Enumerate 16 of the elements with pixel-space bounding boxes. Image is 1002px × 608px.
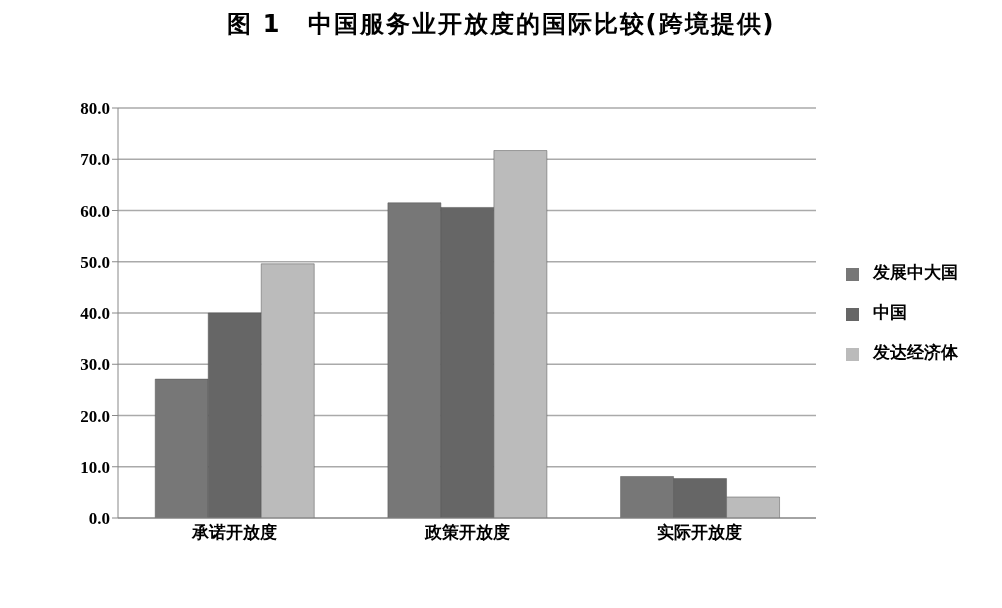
y-tick-label: 20.0 (80, 406, 110, 426)
y-tick-label: 0.0 (88, 509, 110, 529)
x-tick-label: 实际开放度 (657, 523, 743, 543)
y-tick-label: 10.0 (80, 457, 110, 477)
y-tick-label: 70.0 (80, 150, 110, 170)
x-tick-label: 政策开放度 (423, 523, 510, 543)
y-tick-label: 40.0 (80, 304, 110, 324)
y-tick-label: 30.0 (80, 355, 110, 375)
y-tick-label: 60.0 (80, 201, 110, 221)
chart-title: 图 1 中国服务业开放度的国际比较(跨境提供) (225, 9, 777, 40)
legend-label: 中国 (873, 303, 907, 322)
y-tick-label: 50.0 (80, 252, 110, 272)
y-tick-label: 80.0 (80, 99, 110, 119)
legend-label: 发展中大国 (873, 263, 958, 282)
x-tick-label: 承诺开放度 (190, 523, 277, 543)
legend-label: 发达经济体 (873, 343, 958, 362)
